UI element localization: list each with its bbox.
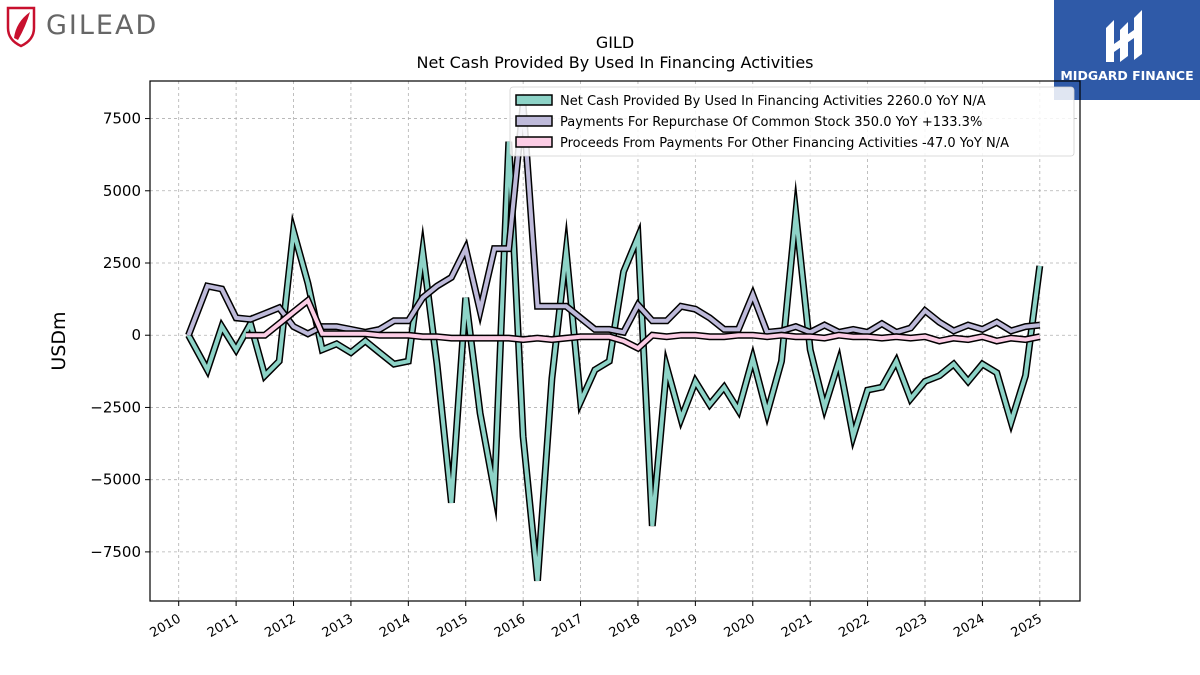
x-tick-label: 2018 xyxy=(607,611,643,641)
series-3-line xyxy=(245,295,1041,353)
x-tick-label: 2014 xyxy=(377,611,413,641)
x-tick-label: 2022 xyxy=(836,611,872,641)
y-axis-title: USDm xyxy=(48,311,70,370)
gilead-shield-icon xyxy=(6,6,36,48)
midgard-emblem-icon xyxy=(1106,10,1142,62)
chart-title: GILD xyxy=(596,33,634,52)
x-tick-label: 2025 xyxy=(1009,611,1045,641)
x-tick-label: 2024 xyxy=(951,611,987,641)
y-axis-ticks: −7500 −5000 −2500 0 2500 5000 7500 xyxy=(90,110,150,561)
x-tick-label: 2016 xyxy=(492,611,528,641)
legend-label: Proceeds From Payments For Other Financi… xyxy=(560,136,1009,151)
chart-subtitle: Net Cash Provided By Used In Financing A… xyxy=(416,53,813,72)
x-tick-label: 2015 xyxy=(435,611,471,641)
series-1-line xyxy=(185,141,1044,582)
y-tick-label: −7500 xyxy=(90,543,141,561)
plot-frame xyxy=(149,80,1081,602)
series-outline xyxy=(185,141,1044,582)
gilead-logo: GILEAD xyxy=(4,4,164,48)
x-tick-label: 2010 xyxy=(148,611,184,641)
y-tick-label: −5000 xyxy=(90,471,141,489)
legend-swatch xyxy=(515,136,553,148)
legend-label: Net Cash Provided By Used In Financing A… xyxy=(560,94,986,109)
series-2-line xyxy=(185,103,1041,338)
legend: Net Cash Provided By Used In Financing A… xyxy=(509,86,1075,157)
y-tick-label: 2500 xyxy=(103,254,141,272)
x-tick-label: 2013 xyxy=(320,611,356,641)
legend-box xyxy=(509,86,1075,157)
legend-swatch xyxy=(515,94,553,106)
x-tick-label: 2011 xyxy=(205,611,241,641)
gilead-wordmark: GILEAD xyxy=(46,10,159,41)
x-tick-label: 2020 xyxy=(722,611,758,641)
x-tick-label: 2019 xyxy=(664,611,700,641)
x-tick-label: 2023 xyxy=(894,611,930,641)
x-tick-label: 2017 xyxy=(549,611,585,641)
y-tick-label: −2500 xyxy=(90,398,141,416)
x-axis-ticks: 2010 2011 2012 2013 2014 2015 2016 2017 2018 2019… xyxy=(148,601,1045,641)
y-tick-label: 5000 xyxy=(103,182,141,200)
y-tick-label: 7500 xyxy=(103,110,141,128)
y-tick-label: 0 xyxy=(131,326,141,344)
legend-label: Payments For Repurchase Of Common Stock … xyxy=(560,115,982,130)
series-lines xyxy=(185,103,1044,582)
series-stroke xyxy=(245,297,1041,351)
legend-swatch xyxy=(515,115,553,127)
series-stroke xyxy=(186,103,1041,337)
series-stroke xyxy=(186,141,1042,581)
x-tick-label: 2021 xyxy=(779,611,815,641)
midgard-finance-wordmark: MIDGARD FINANCE xyxy=(1060,68,1194,83)
midgard-finance-logo: MIDGARD FINANCE xyxy=(1054,0,1200,100)
x-tick-label: 2012 xyxy=(262,611,298,641)
